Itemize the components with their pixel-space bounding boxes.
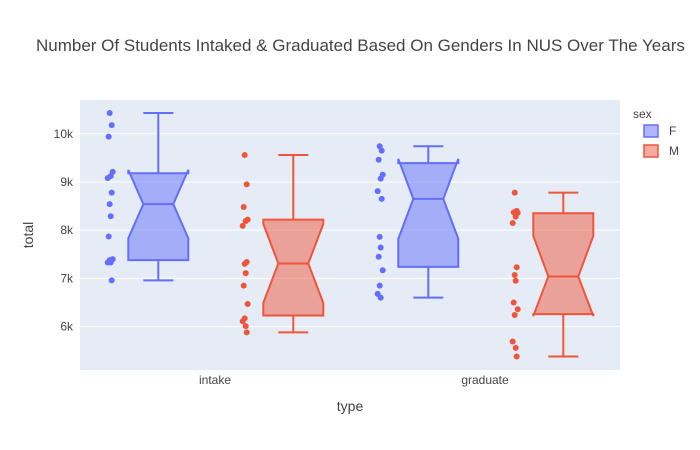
data-point-M — [242, 218, 249, 225]
data-point-M — [509, 219, 516, 226]
y-tick-label: 6k — [60, 320, 74, 334]
data-point-F — [108, 122, 115, 129]
data-point-F — [375, 253, 382, 260]
data-point-M — [513, 353, 520, 360]
y-tick-label: 8k — [60, 223, 74, 237]
data-point-M — [512, 213, 519, 220]
data-point-M — [243, 181, 250, 188]
data-point-F — [107, 213, 114, 220]
data-point-M — [512, 344, 519, 351]
data-point-M — [510, 299, 517, 306]
data-point-M — [513, 264, 520, 271]
data-point-F — [105, 133, 112, 140]
data-point-M — [511, 312, 518, 319]
data-point-M — [239, 318, 246, 325]
data-point-F — [108, 189, 115, 196]
y-tick-label: 7k — [60, 271, 74, 285]
data-point-F — [377, 175, 384, 182]
data-point-M — [242, 323, 249, 330]
y-axis-label: total — [20, 222, 36, 248]
data-point-F — [106, 201, 113, 208]
data-point-M — [511, 272, 518, 279]
legend-title: sex — [633, 107, 652, 121]
box-F-graduate — [397, 158, 460, 268]
legend-swatch-F — [643, 124, 659, 138]
y-tick-label: 10k — [54, 127, 74, 141]
legend-label-M: M — [669, 144, 679, 158]
data-point-F — [378, 147, 385, 154]
box-M-intake — [262, 218, 325, 317]
x-tick-label: graduate — [461, 373, 509, 387]
data-point-M — [509, 338, 516, 345]
data-point-F — [377, 294, 384, 301]
data-point-F — [107, 259, 114, 266]
data-point-M — [240, 282, 247, 289]
legend-swatch-M — [643, 144, 659, 158]
x-axis-label: type — [337, 398, 364, 414]
data-point-M — [511, 189, 518, 196]
data-point-M — [239, 222, 246, 229]
data-point-F — [376, 282, 383, 289]
data-point-M — [243, 329, 250, 336]
data-point-F — [375, 156, 382, 163]
y-tick-label: 9k — [60, 175, 74, 189]
data-point-F — [377, 244, 384, 251]
data-point-M — [241, 151, 248, 158]
box-traces — [127, 112, 595, 358]
y-axis-ticks: 6k 7k 8k 9k 10k — [54, 127, 74, 334]
data-points — [104, 110, 521, 360]
data-point-F — [108, 277, 115, 284]
data-point-F — [379, 267, 386, 274]
data-point-F — [376, 233, 383, 240]
data-point-F — [378, 195, 385, 202]
data-point-F — [104, 175, 111, 182]
data-point-M — [244, 300, 251, 307]
data-point-M — [241, 260, 248, 267]
box-M-graduate — [532, 212, 595, 317]
x-axis-ticks: intake graduate — [199, 373, 509, 387]
data-point-F — [106, 110, 113, 117]
data-point-M — [514, 306, 521, 313]
data-point-M — [512, 277, 519, 284]
x-tick-label: intake — [199, 373, 231, 387]
data-point-F — [105, 233, 112, 240]
data-point-M — [240, 204, 247, 211]
data-point-F — [374, 188, 381, 195]
data-point-M — [242, 270, 249, 277]
legend[interactable]: sex FM — [633, 107, 679, 158]
box-F-intake — [127, 169, 190, 262]
chart-title: Number Of Students Intaked & Graduated B… — [36, 36, 685, 55]
legend-label-F: F — [669, 124, 676, 138]
